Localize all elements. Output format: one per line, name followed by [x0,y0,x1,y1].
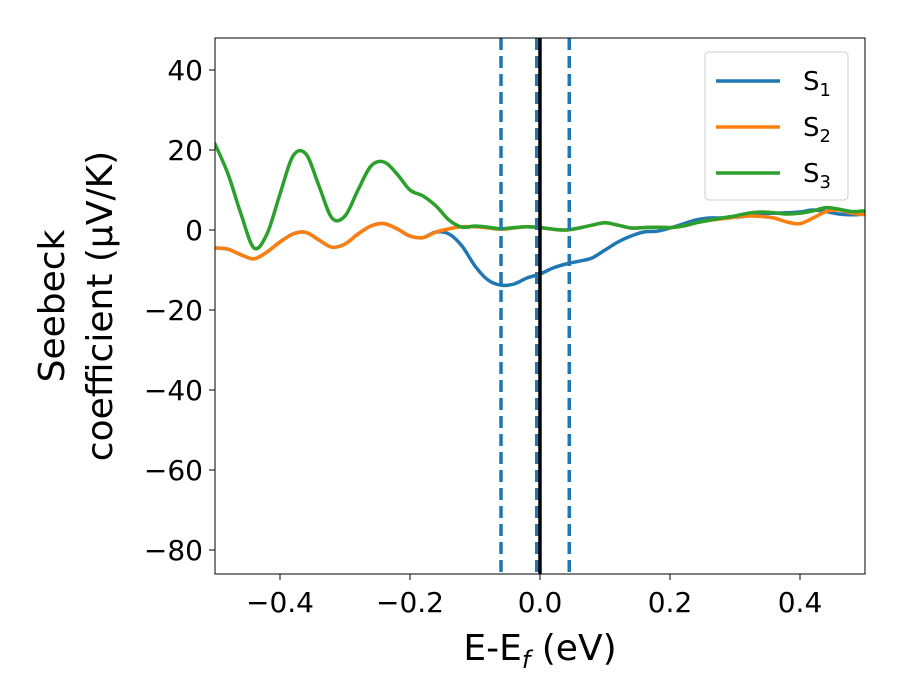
y-tick-label: 40 [167,54,203,87]
x-tick-label: 0.2 [648,586,693,619]
x-tick-label: 0.0 [518,586,563,619]
y-axis-label-line2: coefficient (μV/K) [80,151,121,461]
legend-label-s2: S2 [803,113,831,147]
y-axis-label: Seebeck coefficient (μV/K) [32,151,121,461]
y-tick-label: 0 [185,214,203,247]
y-tick-label: −60 [144,454,203,487]
legend: S1 S2 S3 [704,51,849,201]
x-axis-label-unit: (eV) [530,628,616,669]
y-tick-label: −40 [144,374,203,407]
x-axis-label: E-Ef (eV) [463,628,616,674]
legend-label-s1: S1 [803,67,831,101]
legend-label-s3: S3 [803,159,831,193]
y-tick-label: −80 [144,534,203,567]
plot-area [215,38,865,574]
axis-ticks: −0.4 −0.2 0.0 0.2 0.4 40 20 0 −20 −40 −60 −80 [144,54,822,619]
x-axis-label-main: E-E [463,628,521,669]
x-tick-label: −0.2 [376,586,444,619]
y-tick-label: 20 [167,134,203,167]
x-tick-label: −0.4 [246,586,314,619]
y-axis-label-line1: Seebeck [32,229,73,382]
x-tick-label: 0.4 [778,586,823,619]
y-tick-label: −20 [144,294,203,327]
